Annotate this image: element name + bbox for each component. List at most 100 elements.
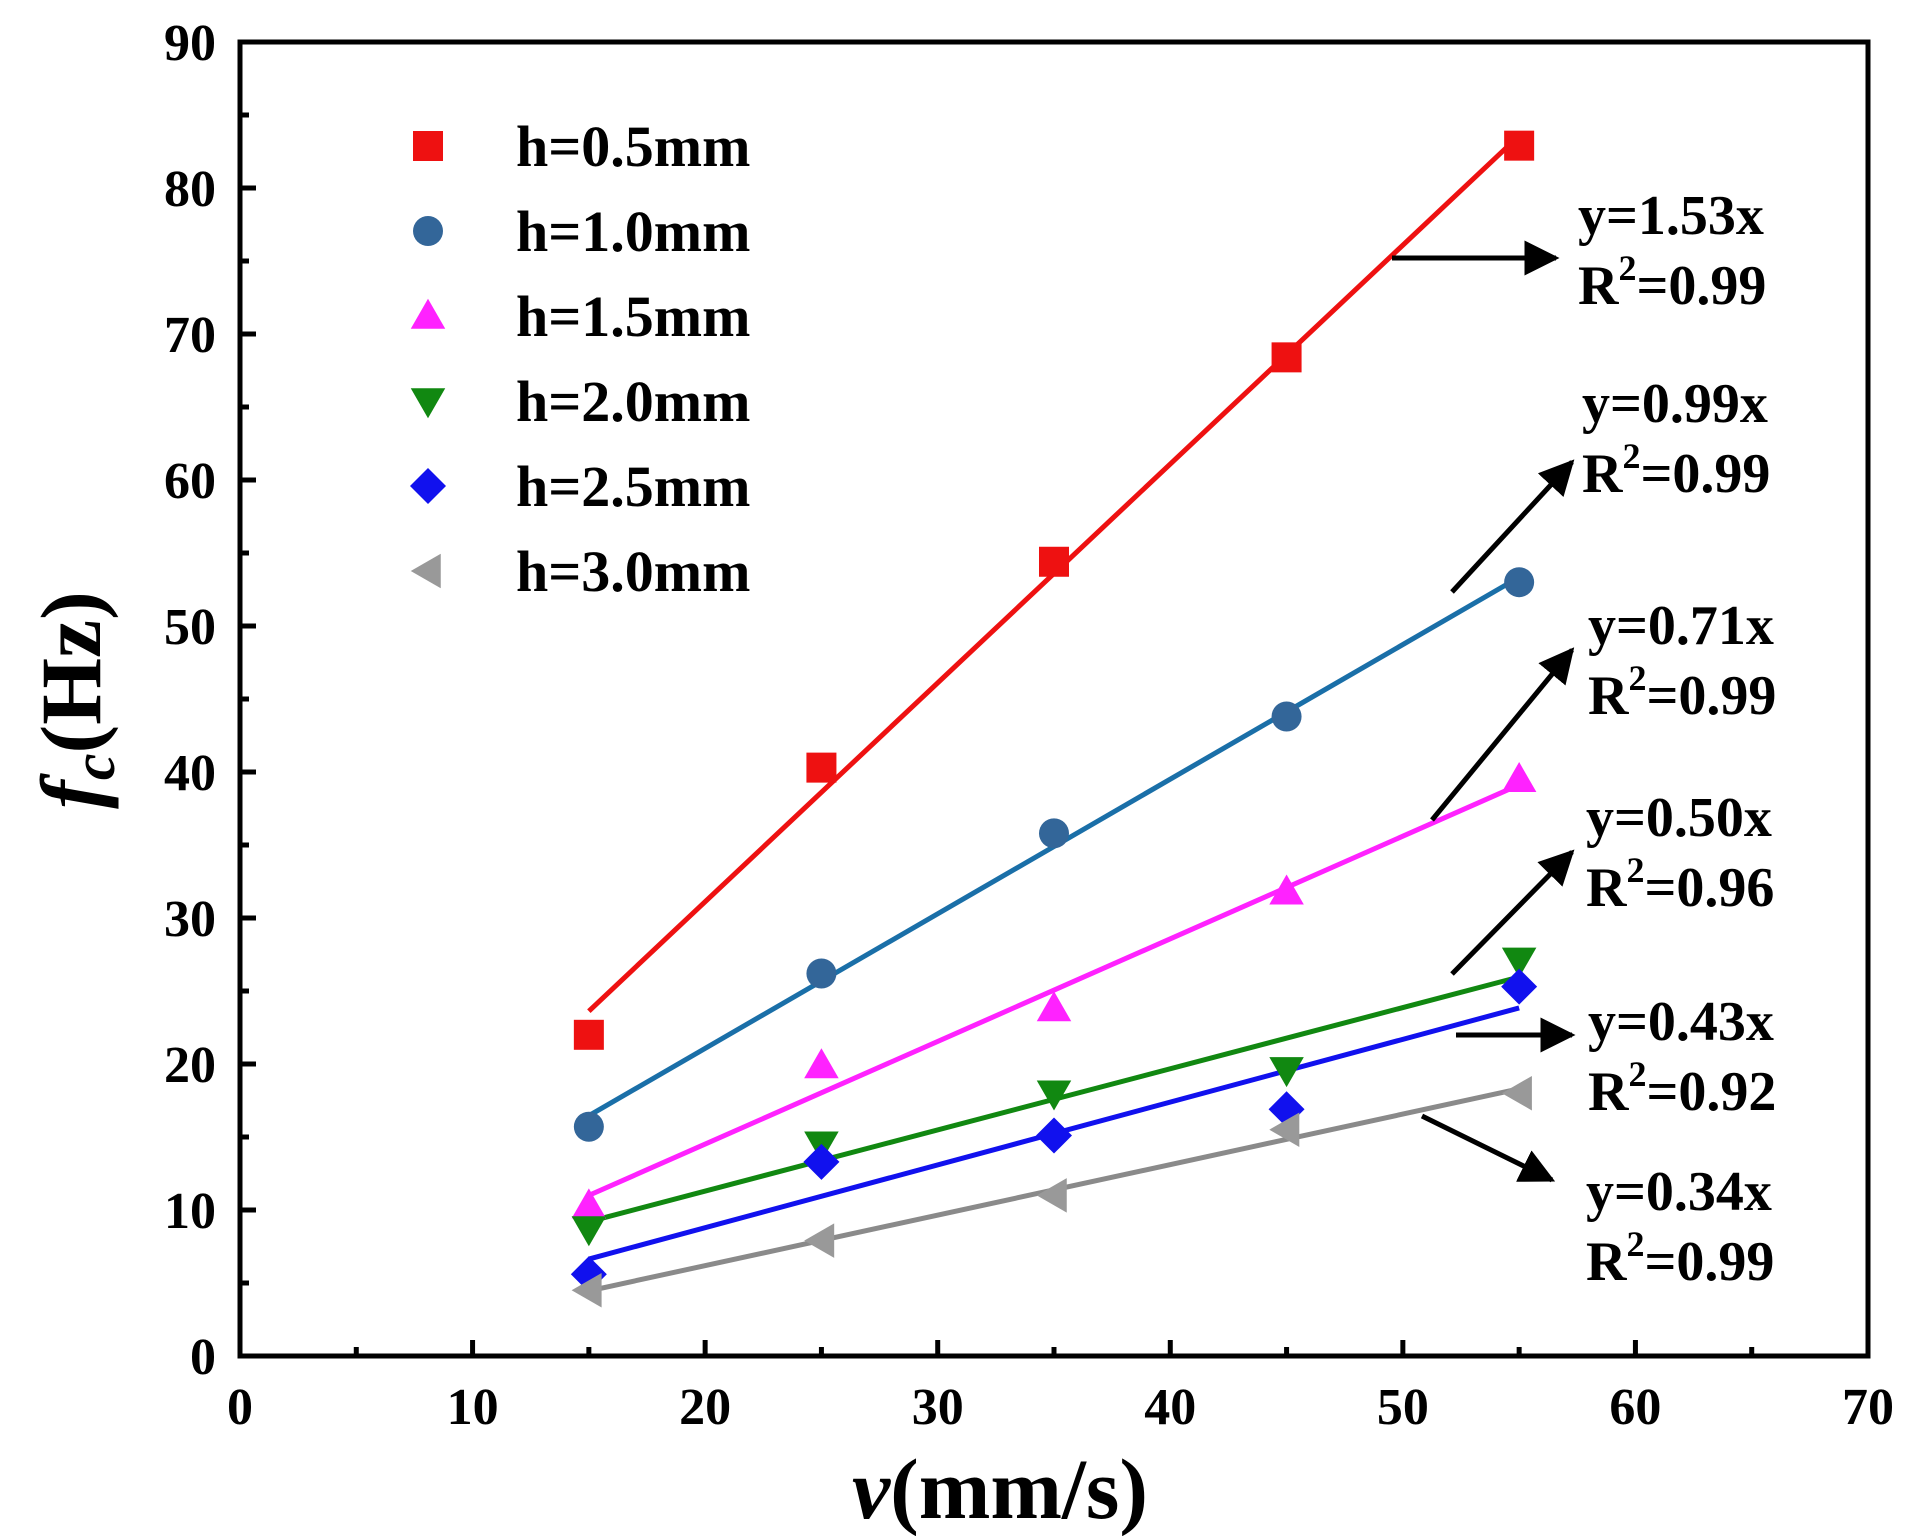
r2-superscript: 2 <box>1626 850 1644 890</box>
r2-superscript: 2 <box>1618 248 1636 288</box>
r2-value: =0.99 <box>1646 665 1776 727</box>
r2-value: =0.99 <box>1644 1231 1774 1293</box>
r2-letter: R <box>1588 1061 1629 1123</box>
data-point <box>571 1188 607 1219</box>
fit-line-3 <box>587 782 1521 1198</box>
data-point <box>803 1143 840 1180</box>
y-tick-label: 80 <box>164 161 216 218</box>
x-tick-label: 10 <box>447 1379 499 1436</box>
legend-marker <box>410 388 446 419</box>
y-tick-label: 90 <box>164 15 216 72</box>
data-point <box>1501 968 1538 1005</box>
fit-r2-label: R2=0.96 <box>1586 850 1774 919</box>
legend: h=0.5mm h=1.0mm h=1.5mm h=2.0mm h=2.5mm h=3.0… <box>410 114 750 604</box>
data-point <box>573 1019 604 1050</box>
data-point <box>1269 1112 1300 1147</box>
y-tick-label: 30 <box>164 891 216 948</box>
fit-annotations: y=1.53xR2=0.99y=0.99xR2=0.99y=0.71xR2=0.… <box>1392 185 1776 1293</box>
data-point <box>1501 1075 1532 1111</box>
r2-letter: R <box>1582 443 1623 505</box>
y-axis-title: fc(Hz) <box>23 591 127 809</box>
fit-r2-label: R2=0.99 <box>1588 658 1776 727</box>
data-point <box>1501 947 1537 978</box>
legend-marker <box>410 298 446 329</box>
legend-marker <box>410 553 441 589</box>
r2-superscript: 2 <box>1622 436 1640 476</box>
y-tick-label: 70 <box>164 307 216 364</box>
r2-superscript: 2 <box>1626 1224 1644 1264</box>
legend-marker <box>410 468 446 504</box>
r2-value: =0.99 <box>1636 255 1766 317</box>
x-axis-var: v <box>852 1441 891 1536</box>
data-point <box>571 1273 602 1308</box>
data-point <box>1501 762 1537 793</box>
data-point <box>573 1111 604 1142</box>
r2-value: =0.92 <box>1646 1061 1776 1123</box>
fit-equation-label: y=0.71x <box>1588 595 1774 657</box>
data-point <box>1269 874 1304 905</box>
y-tick-label: 50 <box>164 599 216 656</box>
x-tick-label: 50 <box>1377 1379 1429 1436</box>
annotation-arrow-4 <box>1450 849 1575 976</box>
y-tick-label: 10 <box>164 1183 216 1240</box>
data-point <box>804 1223 835 1258</box>
x-axis-title: v(mm/s) <box>852 1441 1148 1536</box>
fit-equation-label: y=0.43x <box>1588 991 1774 1053</box>
annotation-arrow-6 <box>1420 1113 1556 1183</box>
r2-superscript: 2 <box>1628 1054 1646 1094</box>
data-points <box>570 130 1538 1308</box>
data-point <box>1036 991 1072 1022</box>
legend-label: h=1.5mm <box>516 284 750 349</box>
legend-label: h=3.0mm <box>516 539 750 604</box>
annotation-arrow-3 <box>1430 647 1575 822</box>
x-tick-label: 0 <box>227 1379 253 1436</box>
r2-value: =0.99 <box>1640 443 1770 505</box>
data-point <box>1271 342 1302 373</box>
y-tick-label: 60 <box>164 453 216 510</box>
y-axis-unit: (Hz) <box>23 591 119 753</box>
r2-letter: R <box>1586 1231 1627 1293</box>
legend-label: h=1.0mm <box>516 199 750 264</box>
r2-superscript: 2 <box>1628 658 1646 698</box>
data-point <box>1036 1117 1072 1154</box>
data-point <box>1039 546 1069 577</box>
legend-label: h=2.5mm <box>516 454 750 519</box>
y-tick-label: 20 <box>164 1037 216 1094</box>
fit-r2-label: R2=0.99 <box>1582 436 1770 505</box>
legend-label: h=2.0mm <box>516 369 750 434</box>
fit-equation-label: y=1.53x <box>1578 185 1764 247</box>
fit-equation-label: y=0.50x <box>1586 787 1772 849</box>
x-tick-label: 70 <box>1842 1379 1894 1436</box>
y-tick-label: 0 <box>190 1329 216 1386</box>
fit-r2-label: R2=0.99 <box>1586 1224 1774 1293</box>
y-tick-label: 40 <box>164 745 216 802</box>
legend-label: h=0.5mm <box>516 114 750 179</box>
data-point <box>1036 1080 1072 1111</box>
fit-r2-label: R2=0.92 <box>1588 1054 1776 1123</box>
data-point <box>571 1216 607 1247</box>
r2-letter: R <box>1586 857 1627 919</box>
ticks: 0 10 20 30 40 50 60 70 0 10 20 30 40 50 60 70 80 90 <box>164 15 1894 1436</box>
fit-equation-label: y=0.34x <box>1586 1161 1772 1223</box>
r2-letter: R <box>1588 665 1629 727</box>
x-tick-label: 60 <box>1609 1379 1661 1436</box>
data-point <box>806 958 837 989</box>
data-point <box>804 1048 839 1079</box>
data-point <box>1036 1178 1067 1213</box>
fit-equation-label: y=0.99x <box>1582 373 1768 435</box>
data-point <box>1271 701 1302 732</box>
annotation-arrow-2 <box>1450 459 1575 594</box>
y-axis-sub: c <box>61 754 127 781</box>
r2-letter: R <box>1578 255 1619 317</box>
legend-marker <box>413 131 443 161</box>
x-axis-unit: (mm/s) <box>890 1441 1148 1536</box>
x-tick-label: 20 <box>679 1379 731 1436</box>
data-point <box>1504 567 1535 598</box>
data-point <box>1504 130 1535 161</box>
x-tick-label: 30 <box>912 1379 964 1436</box>
fit-r2-label: R2=0.99 <box>1578 248 1766 317</box>
x-tick-label: 40 <box>1144 1379 1196 1436</box>
r2-value: =0.96 <box>1644 857 1774 919</box>
data-point <box>1039 818 1069 849</box>
